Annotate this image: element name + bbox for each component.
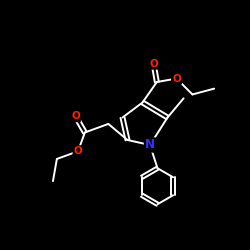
Text: O: O [149, 58, 158, 68]
Text: O: O [74, 146, 82, 156]
Text: O: O [71, 111, 80, 121]
Text: N: N [145, 138, 155, 151]
Text: O: O [172, 74, 181, 84]
